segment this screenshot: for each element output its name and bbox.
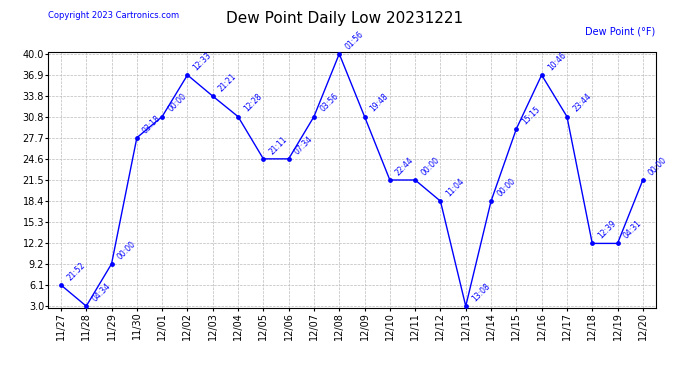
Point bbox=[536, 72, 547, 78]
Point bbox=[334, 51, 345, 57]
Point bbox=[612, 240, 623, 246]
Text: 12:33: 12:33 bbox=[192, 51, 213, 72]
Point bbox=[359, 114, 370, 120]
Point bbox=[308, 114, 319, 120]
Point bbox=[283, 156, 294, 162]
Text: 19:48: 19:48 bbox=[368, 92, 391, 114]
Text: 12:28: 12:28 bbox=[242, 92, 264, 114]
Point bbox=[562, 114, 573, 120]
Point bbox=[586, 240, 598, 246]
Text: 22:44: 22:44 bbox=[394, 156, 416, 177]
Text: 11:04: 11:04 bbox=[444, 177, 466, 198]
Text: 00:00: 00:00 bbox=[647, 155, 669, 177]
Text: 15:15: 15:15 bbox=[520, 104, 542, 126]
Text: Dew Point (°F): Dew Point (°F) bbox=[585, 26, 656, 36]
Point bbox=[131, 135, 142, 141]
Text: 04:34: 04:34 bbox=[90, 282, 112, 303]
Text: 12:39: 12:39 bbox=[596, 219, 618, 241]
Point bbox=[460, 303, 471, 309]
Text: 21:21: 21:21 bbox=[217, 72, 239, 93]
Text: 10:46: 10:46 bbox=[546, 50, 568, 72]
Point bbox=[511, 126, 522, 132]
Point bbox=[157, 114, 168, 120]
Point bbox=[233, 114, 244, 120]
Text: 13:08: 13:08 bbox=[470, 282, 492, 303]
Point bbox=[384, 177, 395, 183]
Text: Copyright 2023 Cartronics.com: Copyright 2023 Cartronics.com bbox=[48, 11, 179, 20]
Text: 00:00: 00:00 bbox=[116, 239, 137, 261]
Point bbox=[106, 261, 117, 267]
Text: Dew Point Daily Low 20231221: Dew Point Daily Low 20231221 bbox=[226, 11, 464, 26]
Point bbox=[486, 198, 497, 204]
Text: 00:00: 00:00 bbox=[495, 177, 517, 198]
Text: 04:31: 04:31 bbox=[622, 219, 644, 241]
Text: 00:00: 00:00 bbox=[420, 155, 441, 177]
Text: 03:18: 03:18 bbox=[141, 113, 163, 135]
Point bbox=[435, 198, 446, 204]
Text: 01:56: 01:56 bbox=[344, 29, 365, 51]
Text: 07:34: 07:34 bbox=[293, 134, 315, 156]
Point bbox=[410, 177, 421, 183]
Text: 23:44: 23:44 bbox=[571, 92, 593, 114]
Point bbox=[81, 303, 92, 309]
Point bbox=[638, 177, 649, 183]
Text: 21:11: 21:11 bbox=[268, 135, 289, 156]
Text: 03:56: 03:56 bbox=[318, 92, 340, 114]
Point bbox=[55, 282, 66, 288]
Point bbox=[182, 72, 193, 78]
Point bbox=[207, 93, 218, 99]
Text: 21:52: 21:52 bbox=[65, 261, 87, 282]
Text: 00:00: 00:00 bbox=[166, 92, 188, 114]
Point bbox=[258, 156, 269, 162]
